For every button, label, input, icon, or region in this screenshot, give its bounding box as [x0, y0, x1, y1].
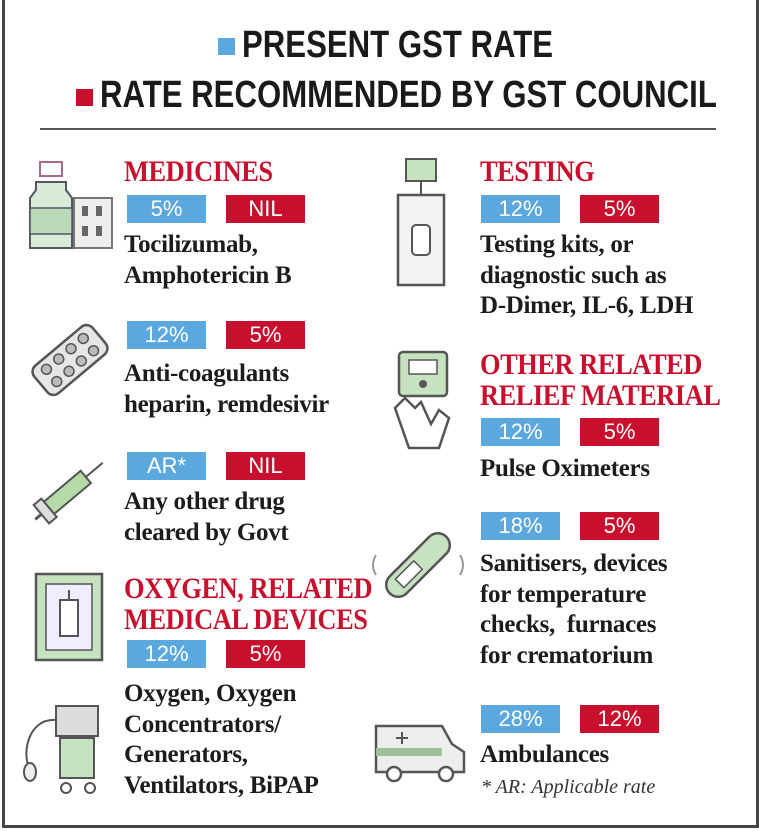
- text-line: for crematorium: [480, 641, 653, 669]
- testing-items: Testing kits, or diagnostic such as D-Dime…: [480, 230, 693, 322]
- text-line: diagnostic such as: [480, 261, 667, 289]
- text-line: Testing kits, or: [480, 231, 634, 258]
- relief-heading: OTHER RELATED RELIEF MATERIAL: [480, 349, 721, 411]
- present-rate-swatch: [218, 38, 235, 55]
- anticoagulants-present-rate: 12%: [127, 321, 206, 349]
- footnote: * AR: Applicable rate: [481, 776, 656, 798]
- sanitisers-present-rate: 18%: [481, 512, 560, 540]
- testing-present-rate: 12%: [481, 195, 560, 223]
- text-line: Ventilators, BiPAP: [124, 771, 319, 799]
- ambulances-present-rate: 28%: [481, 705, 560, 733]
- other-drug-present-rate: AR*: [127, 452, 206, 480]
- heading-line: RELIEF MATERIAL: [480, 379, 721, 412]
- text-line: Any other drug: [124, 488, 285, 515]
- test-kit-icon: [396, 158, 446, 287]
- text-line: Sanitisers, devices: [480, 550, 668, 577]
- text-line: Amphotericin B: [124, 261, 292, 289]
- text-line: cleared by Govt: [124, 518, 289, 546]
- pill-strip-icon: [31, 323, 109, 397]
- pulse-oximeter-icon: [393, 350, 451, 450]
- medicines-items: Tocilizumab, Amphotericin B: [124, 230, 292, 291]
- oxygen-concentrator-icon: [34, 572, 104, 662]
- medicines-heading: MEDICINES: [124, 155, 273, 188]
- ambulance-icon: [374, 724, 466, 783]
- ambulances-recommended-rate: 12%: [580, 705, 659, 733]
- anticoagulants-recommended-rate: 5%: [226, 321, 305, 349]
- text-line: Ambulances: [480, 741, 609, 768]
- legend-recommended: RATE RECOMMENDED BY GST COUNCIL: [100, 74, 717, 116]
- thermometer-icon: [372, 531, 464, 599]
- heading-line: MEDICAL DEVICES: [124, 603, 368, 636]
- text-line: D-Dimer, IL-6, LDH: [480, 292, 694, 319]
- medicines-recommended-rate: NIL: [226, 195, 305, 223]
- ambulances-items: Ambulances: [480, 740, 609, 771]
- heading-line: OXYGEN, RELATED: [124, 572, 373, 605]
- legend-present: PRESENT GST RATE: [242, 24, 554, 66]
- text-line: Anti-coagulants: [124, 360, 289, 387]
- medicine-bottle-and-pills-icon: [29, 161, 113, 249]
- relief-items: Pulse Oximeters: [480, 454, 650, 485]
- text-line: Oxygen, Oxygen: [124, 680, 297, 707]
- heading-line: OTHER RELATED: [480, 348, 702, 381]
- other-drug-recommended-rate: NIL: [226, 452, 305, 480]
- text-line: Tocilizumab,: [124, 231, 258, 258]
- testing-recommended-rate: 5%: [580, 195, 659, 223]
- ventilator-icon: [23, 705, 99, 794]
- sanitisers-items: Sanitisers, devices for temperature checks…: [480, 549, 668, 671]
- testing-heading: TESTING: [480, 155, 595, 188]
- oxygen-recommended-rate: 5%: [226, 640, 305, 668]
- text-line: Generators,: [124, 741, 248, 768]
- text-line: for temperature: [480, 580, 647, 608]
- other-drug-items: Any other drug cleared by Govt: [124, 487, 289, 548]
- oxygen-items: Oxygen, Oxygen Concentrators/Generators, V…: [124, 679, 319, 801]
- sanitisers-recommended-rate: 5%: [580, 512, 659, 540]
- oxygen-heading: OXYGEN, RELATED MEDICAL DEVICES: [124, 572, 373, 636]
- medicines-present-rate: 5%: [127, 195, 206, 223]
- recommended-rate-swatch: [76, 89, 93, 106]
- relief-recommended-rate: 5%: [580, 418, 659, 446]
- text-line: Concentrators/: [124, 710, 281, 738]
- syringe-icon: [32, 462, 104, 525]
- oxygen-present-rate: 12%: [127, 640, 206, 668]
- text-line: heparin, remdesivir: [124, 390, 329, 418]
- relief-present-rate: 12%: [481, 418, 560, 446]
- text-line: checks, furnaces: [480, 611, 657, 638]
- text-line: Pulse Oximeters: [480, 455, 650, 482]
- divider: [40, 128, 716, 130]
- anticoagulants-items: Anti-coagulants heparin, remdesivir: [124, 359, 329, 420]
